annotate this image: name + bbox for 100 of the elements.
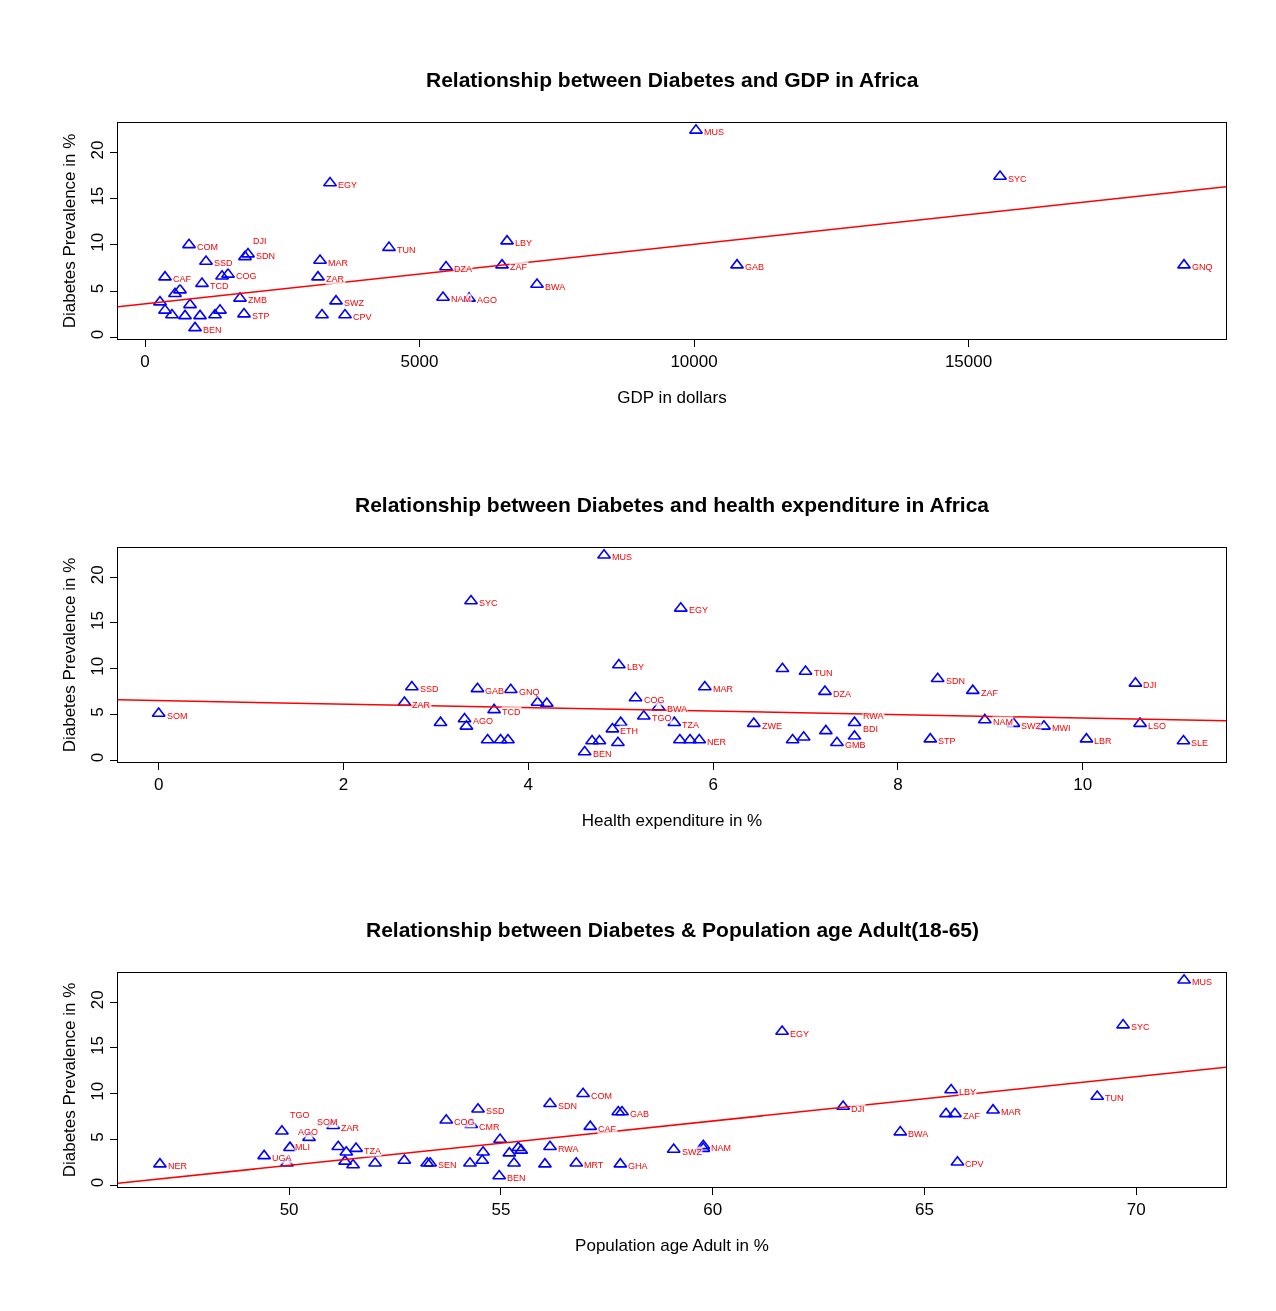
annotation: BWA	[908, 1129, 929, 1139]
annotation: GAB	[745, 262, 765, 272]
y-axis-title: Diabetes Prevalence in %	[59, 557, 79, 753]
annotation: SSD	[486, 1106, 506, 1116]
point	[692, 733, 707, 744]
annotation: SYC	[1131, 1022, 1151, 1032]
annotation: STP	[938, 736, 956, 746]
annotation: SDN	[256, 251, 276, 261]
point	[577, 745, 592, 756]
annotation: SWZ	[682, 1147, 703, 1157]
annotation: SOM	[317, 1117, 338, 1127]
annotation: SDN	[558, 1101, 578, 1111]
point	[798, 665, 813, 676]
x-tick-label: 50	[279, 1200, 299, 1220]
point	[893, 1125, 908, 1136]
annotation: NAM	[993, 717, 1013, 727]
point	[339, 1145, 354, 1156]
annotation: TGO	[290, 1110, 310, 1120]
annotation: TGO	[652, 713, 672, 723]
annotation: MLI	[295, 1142, 311, 1152]
y-tick-label: 20	[88, 990, 108, 1010]
x-tick-label: 15000	[944, 352, 993, 372]
annotation: COG	[454, 1117, 475, 1127]
y-tick-label: 0	[88, 329, 108, 340]
y-tick-label: 5	[88, 1132, 108, 1142]
annotation: SDN	[946, 676, 966, 686]
point	[930, 672, 945, 683]
point	[539, 697, 554, 708]
annotation: MUS	[1192, 977, 1212, 987]
point	[502, 1146, 517, 1157]
annotation: STP	[252, 311, 270, 321]
annotation: COG	[236, 271, 257, 281]
y-tick-label: 15	[88, 1035, 108, 1055]
annotation: GNQ	[519, 687, 540, 697]
x-tick-label: 60	[703, 1200, 723, 1220]
point	[965, 684, 980, 695]
annotation: COM	[197, 242, 218, 252]
annotation: AGO	[298, 1127, 319, 1137]
annotation: LBY	[515, 238, 533, 248]
point	[977, 713, 992, 724]
annotation: DJI	[1143, 680, 1157, 690]
y-tick-label: 10	[88, 1081, 108, 1101]
point	[605, 722, 620, 733]
annotation: AGO	[477, 295, 498, 305]
point	[1079, 732, 1094, 743]
annotation: NER	[168, 1161, 188, 1171]
point	[847, 716, 862, 727]
point	[331, 1140, 346, 1151]
y-axis-title: Diabetes Prevalence in %	[59, 982, 79, 1178]
annotation: DZA	[454, 264, 472, 274]
point	[628, 691, 643, 702]
annotation: LBY	[627, 662, 645, 672]
point	[530, 696, 545, 707]
annotation: DZA	[833, 689, 851, 699]
annotation: SWZ	[344, 298, 365, 308]
annotation: NAM	[451, 294, 471, 304]
annotation: MWI	[1052, 723, 1071, 733]
annotation: GHA	[628, 1161, 648, 1171]
annotation: MRT	[584, 1160, 604, 1170]
annotation: COM	[591, 1091, 612, 1101]
x-axis-title: GDP in dollars	[617, 387, 727, 407]
point	[1090, 1090, 1105, 1101]
x-tick-label: 0	[153, 775, 164, 795]
chart-title: Relationship between Diabetes and GDP in Africa	[426, 68, 919, 91]
point	[397, 696, 412, 707]
annotation: CAF	[598, 1124, 617, 1134]
x-tick-label: 70	[1126, 1200, 1146, 1220]
point	[923, 732, 938, 743]
annotation: ZAR	[341, 1123, 360, 1133]
annotation: MUS	[704, 127, 724, 137]
point	[697, 680, 712, 691]
x-tick-label: 4	[523, 775, 534, 795]
point	[666, 1143, 681, 1154]
annotation: AGO	[473, 716, 494, 726]
annotation: TZA	[364, 1146, 381, 1156]
annotation: SOM	[167, 711, 188, 721]
annotation: SYC	[479, 598, 499, 608]
annotation: BEN	[593, 749, 612, 759]
annotation: MAR	[1001, 1107, 1022, 1117]
annotation: BWA	[667, 704, 688, 714]
point	[746, 717, 761, 728]
x-tick-label: 0	[140, 352, 150, 372]
y-tick-label: 0	[88, 752, 108, 763]
annotation: SSD	[214, 258, 234, 268]
x-tick-label: 6	[708, 775, 718, 795]
annotation: EGY	[338, 180, 358, 190]
annotation: MAR	[713, 684, 734, 694]
annotation: EGY	[790, 1029, 810, 1039]
point	[493, 733, 508, 744]
point	[775, 662, 790, 673]
point	[785, 733, 800, 744]
x-tick-label: 10	[1073, 775, 1093, 795]
annotation: NAM	[711, 1143, 731, 1153]
annotation: MAR	[328, 258, 349, 268]
x-tick-label: 2	[338, 775, 349, 795]
annotation: UGA	[272, 1153, 292, 1163]
annotation: TUN	[814, 668, 833, 678]
annotation: ZAF	[981, 688, 999, 698]
point	[470, 682, 485, 693]
annotation: LSO	[1148, 721, 1167, 731]
